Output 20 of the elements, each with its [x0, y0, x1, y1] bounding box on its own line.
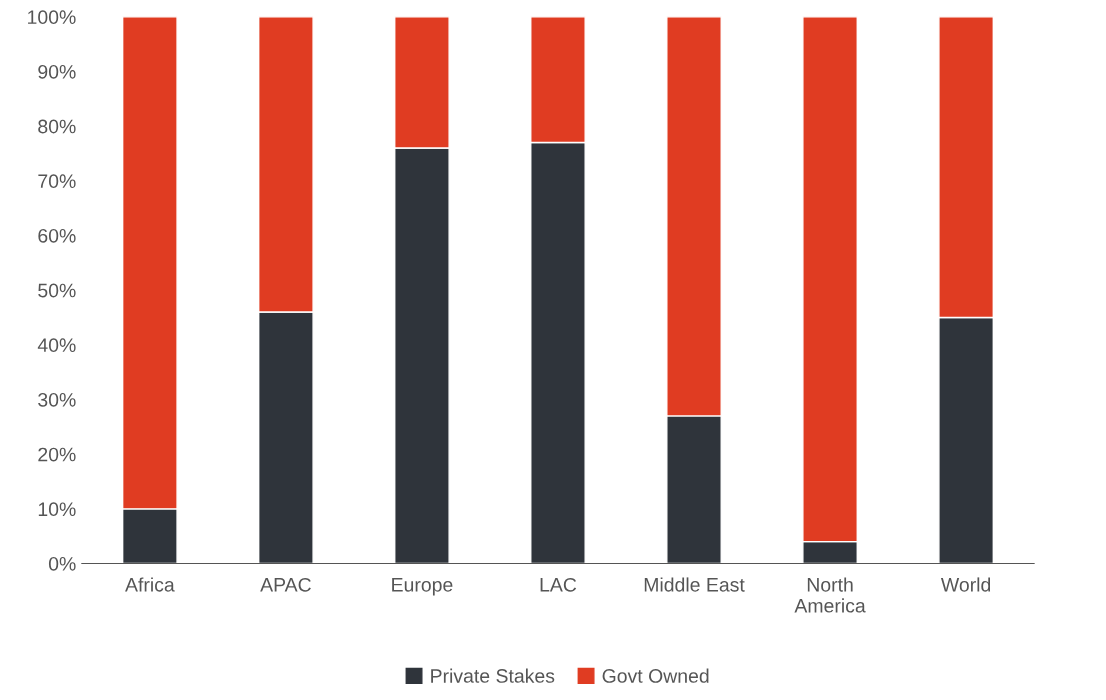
- x-tick-label: World: [940, 577, 991, 592]
- x-tick-label: LAC: [540, 577, 577, 592]
- y-tick-label: 20%: [38, 447, 76, 462]
- y-tick-label: 30%: [38, 392, 76, 407]
- y-tick-label: 50%: [38, 283, 76, 298]
- y-tick-label: 70%: [38, 174, 76, 189]
- y-tick-label: 40%: [37, 338, 76, 353]
- y-tick-label: 60%: [38, 228, 76, 243]
- x-tick-label: APAC: [260, 577, 311, 592]
- y-tick-label: 90%: [38, 64, 76, 79]
- y-tick-label: 100%: [28, 10, 76, 25]
- x-tick-label: North America: [794, 577, 866, 613]
- y-tick-label: 10%: [38, 502, 76, 517]
- legend-label: Private Stakes: [431, 668, 555, 683]
- y-tick-label: 0%: [48, 556, 76, 571]
- x-tick-label: Middle East: [644, 577, 745, 592]
- legend-label: Govt Owned: [602, 668, 709, 683]
- x-tick-label: Europe: [392, 578, 453, 596]
- y-tick-label: 80%: [38, 119, 76, 134]
- x-tick-label: Africa: [125, 577, 175, 592]
